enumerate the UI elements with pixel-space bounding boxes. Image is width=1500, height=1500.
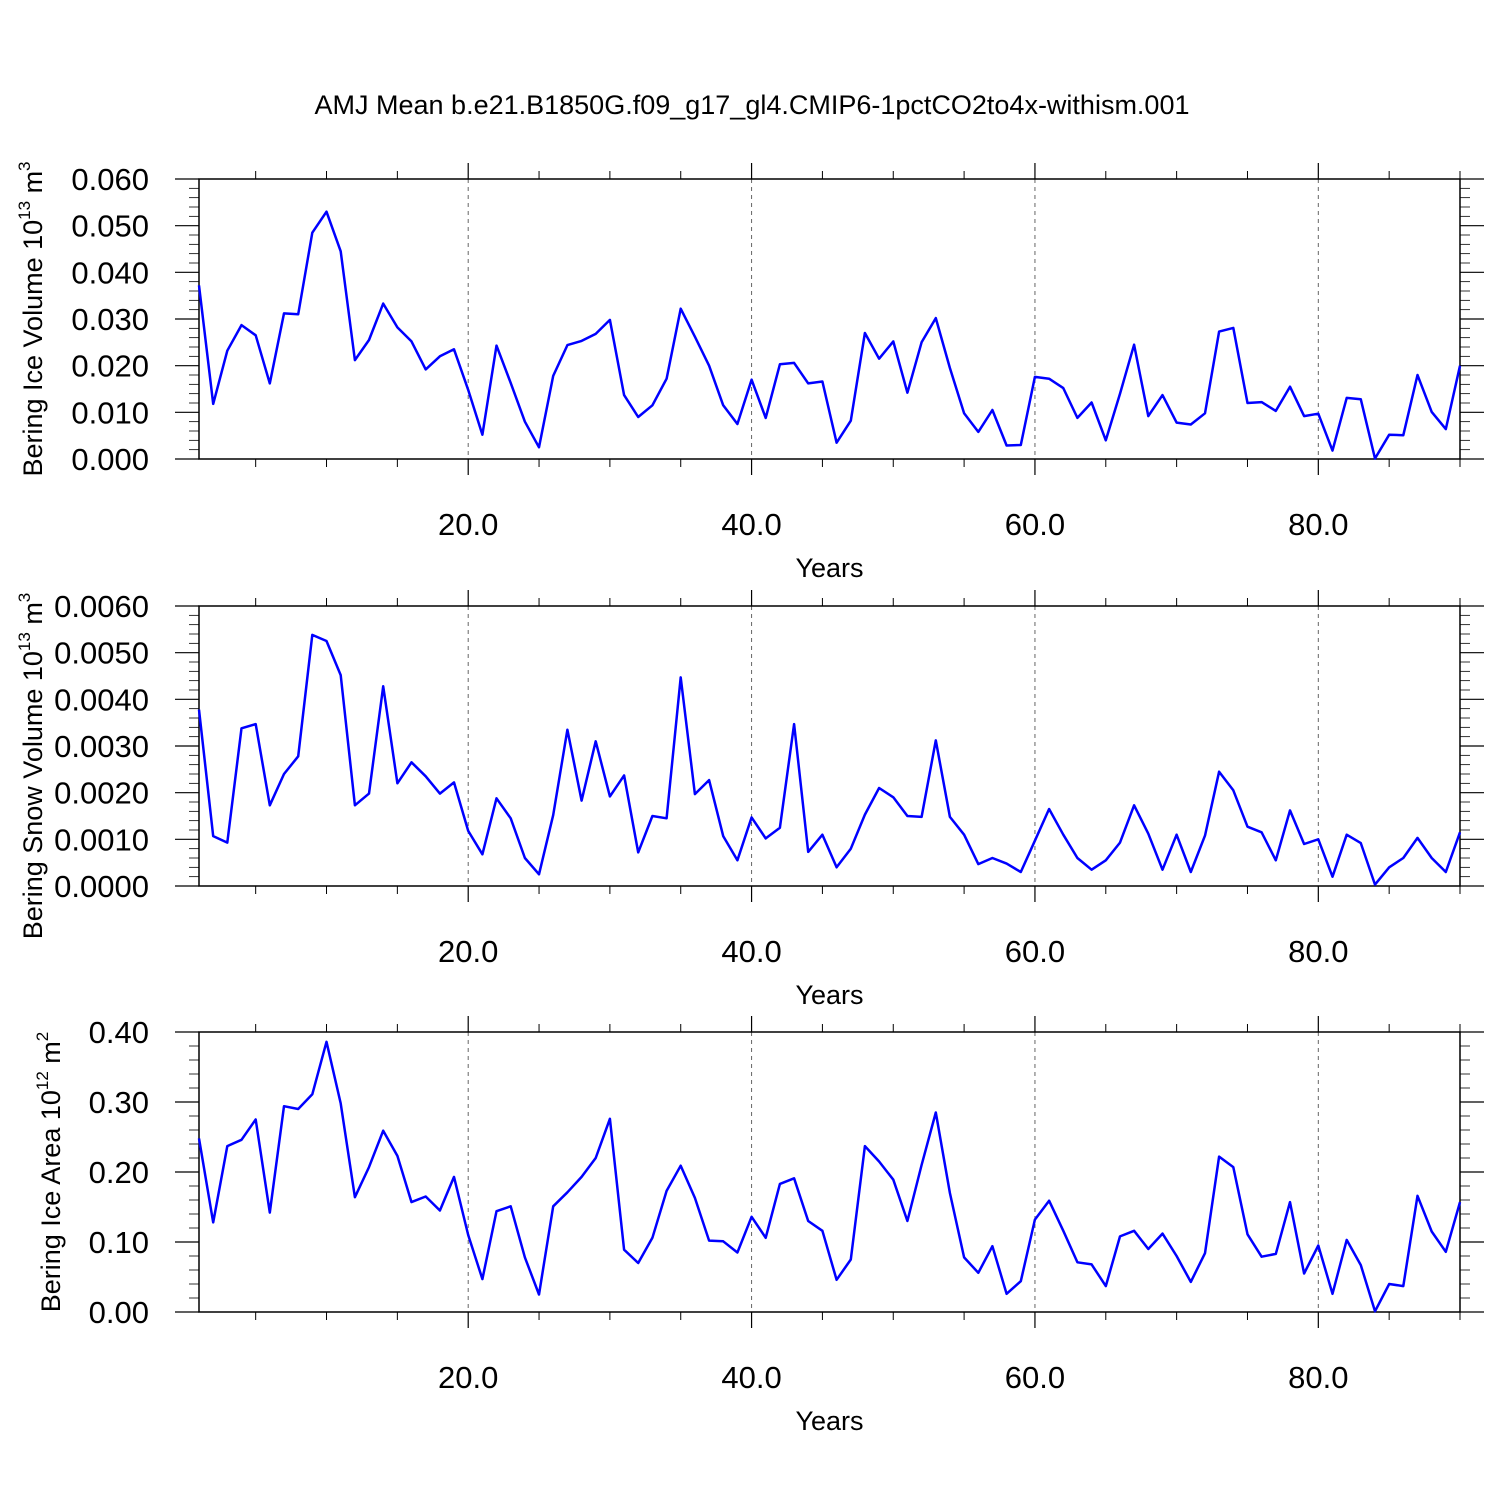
x-tick-label: 60.0 [1005,507,1065,542]
y-axis-label: Bering Ice Volume 1013 m3 [15,161,48,476]
y-axis-label-unit: m [18,171,48,201]
x-axis-label: Years [795,553,863,583]
x-tick-label: 80.0 [1288,934,1348,969]
y-tick-label: 0.40 [89,1015,149,1050]
y-tick-label: 0.00 [89,1295,149,1330]
x-tick-label: 60.0 [1005,934,1065,969]
chart-panel-2: 20.0 40.0 60.0 80.0 0.0000 0.0010 0.0020 0.0030… [15,589,1484,1010]
y-axis-label: Bering Snow Volume 1013 m3 [15,593,48,940]
y-tick-label: 0.0010 [54,822,149,857]
x-tick-label: 60.0 [1005,1360,1065,1395]
plot-frame [198,605,1461,887]
y-axis-label-main: Bering Ice Volume 10 [18,220,48,477]
y-tick-label: 0.0040 [54,682,149,717]
y-tick-label: 0.050 [71,209,149,244]
y-tick-label: 0.10 [89,1225,149,1260]
x-tick-label: 20.0 [438,934,498,969]
y-tick-label: 0.060 [71,162,149,197]
plot-frame [198,1031,1461,1313]
x-tick-label: 80.0 [1288,507,1348,542]
y-axis-label-main: Bering Ice Area 10 [36,1090,66,1312]
x-axis-label: Years [795,980,863,1010]
y-axis-label-exponent: 12 [33,1071,52,1090]
x-tick-label: 20.0 [438,1360,498,1395]
y-axis-label-unit-exponent: 3 [15,593,34,602]
x-axis-label: Years [795,1406,863,1436]
y-axis-label-main: Bering Snow Volume 10 [18,651,48,939]
y-tick-label: 0.0050 [54,636,149,671]
y-axis-label-exponent: 13 [15,201,34,220]
x-tick-label: 80.0 [1288,1360,1348,1395]
y-axis-label-unit: m [18,602,48,632]
data-series-line [197,210,1462,460]
y-tick-label: 0.030 [71,302,149,337]
y-tick-label: 0.000 [71,442,149,477]
y-axis-label: Bering Ice Area 1012 m2 [33,1032,66,1313]
y-axis-label-unit-exponent: 2 [33,1032,52,1041]
y-axis-label-unit: m [36,1041,66,1071]
plot-frame [198,178,1461,460]
y-tick-label: 0.010 [71,395,149,430]
y-axis-label-unit-exponent: 3 [15,161,34,170]
y-axis-label-exponent: 13 [15,632,34,651]
x-tick-label: 40.0 [721,507,781,542]
x-tick-label: 40.0 [721,934,781,969]
y-tick-label: 0.0030 [54,729,149,764]
y-tick-label: 0.20 [89,1155,149,1190]
x-tick-label: 20.0 [438,507,498,542]
data-series-line [197,1040,1462,1313]
data-series-line [197,633,1462,886]
y-tick-label: 0.020 [71,349,149,384]
y-tick-label: 0.30 [89,1085,149,1120]
x-tick-label: 40.0 [721,1360,781,1395]
y-tick-label: 0.0020 [54,776,149,811]
chart-panel-3: 20.0 40.0 60.0 80.0 0.00 0.10 0.20 0.30 0.40 Year… [33,1015,1484,1436]
y-tick-label: 0.0060 [54,589,149,624]
y-tick-label: 0.0000 [54,869,149,904]
panels-container: 20.0 40.0 60.0 80.0 0.000 0.010 0.020 0.030 0.04… [15,161,1484,1436]
chart-panel-1: 20.0 40.0 60.0 80.0 0.000 0.010 0.020 0.030 0.04… [15,161,1484,583]
y-tick-label: 0.040 [71,255,149,290]
figure-title: AMJ Mean b.e21.B1850G.f09_g17_gl4.CMIP6-… [315,90,1190,120]
